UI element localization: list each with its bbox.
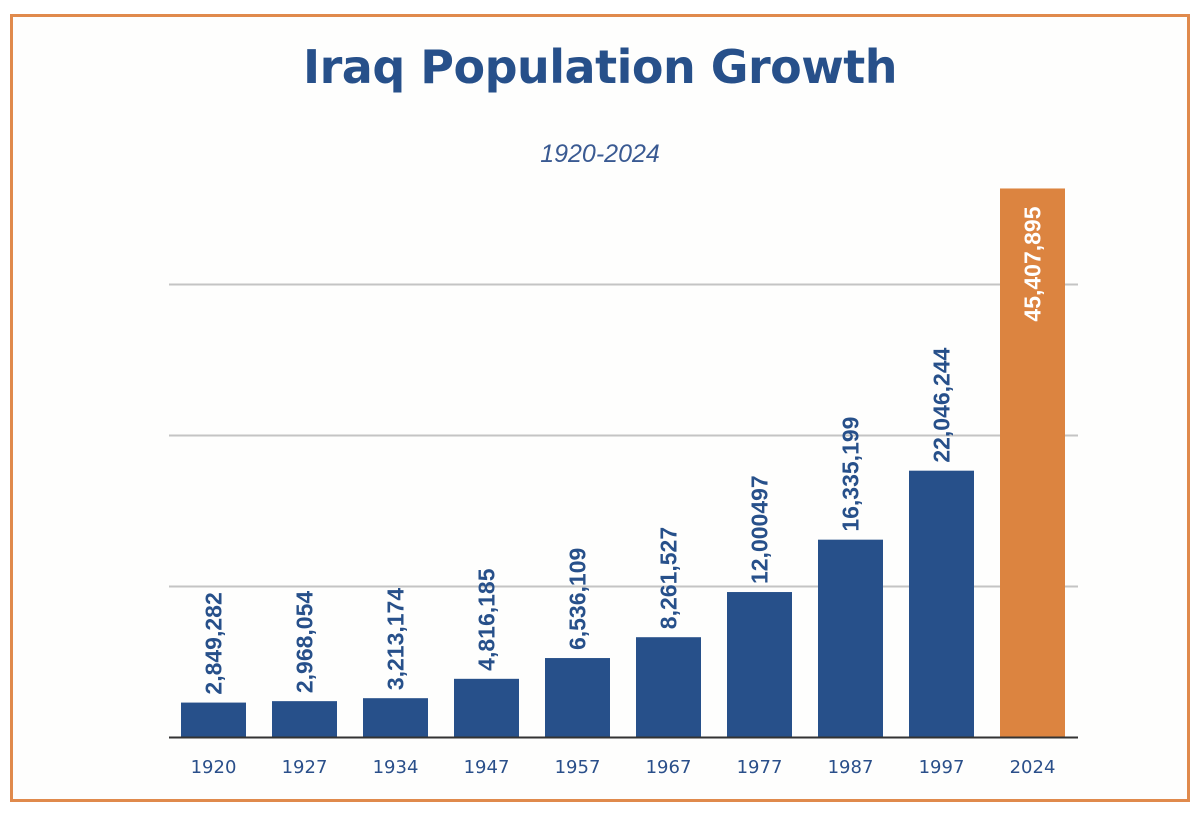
- data-label-1967: 8,261,527: [656, 527, 682, 629]
- x-tick-label-1920: 1920: [191, 757, 237, 778]
- x-tick-labels: 1920 1927 1934 1947 1957 1967 1977 1987 1997 2024: [191, 757, 1056, 778]
- chart-title: Iraq Population Growth: [303, 40, 898, 94]
- x-tick-label-2024: 2024: [1010, 757, 1056, 778]
- bar-1967: [636, 637, 701, 737]
- data-label-2024: 45,407,895: [1020, 206, 1046, 321]
- bar-1927: [272, 701, 337, 737]
- x-tick-label-1977: 1977: [737, 757, 783, 778]
- data-label-1920: 2,849,282: [201, 592, 227, 694]
- data-label-1997: 22,046,244: [929, 347, 955, 462]
- data-label-1957: 6,536,109: [565, 548, 591, 650]
- bar-2024: [1000, 188, 1065, 737]
- bar-1947: [454, 678, 519, 737]
- x-tick-label-1997: 1997: [919, 757, 965, 778]
- x-tick-label-1947: 1947: [464, 757, 510, 778]
- data-labels: 2,849,282 2,968,054 3,213,174 4,816,185 6,53…: [201, 206, 1046, 694]
- x-tick-label-1927: 1927: [282, 757, 328, 778]
- bar-1997: [909, 470, 974, 737]
- data-label-1947: 4,816,185: [474, 568, 500, 671]
- bar-1934: [363, 698, 428, 737]
- chart-subtitle: 1920-2024: [540, 140, 660, 168]
- bar-1987: [818, 539, 883, 737]
- data-label-1977: 12,000497: [747, 475, 773, 584]
- data-label-1927: 2,968,054: [292, 591, 318, 694]
- x-tick-label-1967: 1967: [646, 757, 692, 778]
- bars: [181, 188, 1065, 737]
- data-label-1987: 16,335,199: [838, 417, 864, 532]
- x-tick-label-1934: 1934: [373, 757, 419, 778]
- bar-1977: [727, 592, 792, 737]
- x-tick-label-1957: 1957: [555, 757, 601, 778]
- bar-1957: [545, 658, 610, 737]
- x-tick-label-1987: 1987: [828, 757, 874, 778]
- bar-1920: [181, 702, 246, 737]
- data-label-1934: 3,213,174: [383, 588, 409, 691]
